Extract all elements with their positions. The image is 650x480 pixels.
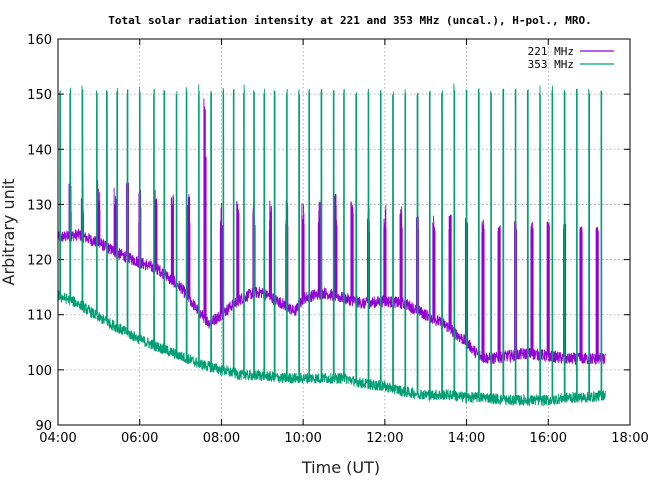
y-tick-label: 160 bbox=[27, 33, 52, 48]
y-tick-label: 150 bbox=[27, 88, 52, 103]
x-tick-label: 10:00 bbox=[284, 431, 321, 446]
chart-title: Total solar radiation intensity at 221 a… bbox=[108, 14, 591, 27]
legend-label: 221 MHz bbox=[528, 45, 574, 58]
x-tick-label: 18:00 bbox=[611, 431, 648, 446]
y-tick-label: 100 bbox=[27, 364, 52, 379]
x-axis-label: Time (UT) bbox=[301, 458, 380, 477]
x-tick-label: 04:00 bbox=[39, 431, 76, 446]
series-353-line bbox=[57, 83, 606, 407]
series-layer bbox=[57, 83, 606, 407]
legend-label: 353 MHz bbox=[528, 58, 574, 71]
y-tick-label: 140 bbox=[27, 143, 52, 158]
y-tick-label: 90 bbox=[35, 419, 52, 434]
x-tick-label: 08:00 bbox=[203, 431, 240, 446]
x-tick-label: 14:00 bbox=[448, 431, 485, 446]
plot-frame bbox=[57, 38, 631, 426]
y-tick-label: 120 bbox=[27, 254, 52, 269]
y-tick-label: 110 bbox=[27, 309, 52, 324]
y-tick-label: 130 bbox=[27, 198, 52, 213]
x-tick-label: 06:00 bbox=[121, 431, 158, 446]
x-tick-label: 16:00 bbox=[530, 431, 567, 446]
x-tick-label: 12:00 bbox=[366, 431, 403, 446]
y-axis-label: Arbitrary unit bbox=[0, 179, 18, 286]
ticks: 04:00 06:00 08:00 10:00 12:00 14:00 16:00 18:00… bbox=[27, 33, 649, 446]
